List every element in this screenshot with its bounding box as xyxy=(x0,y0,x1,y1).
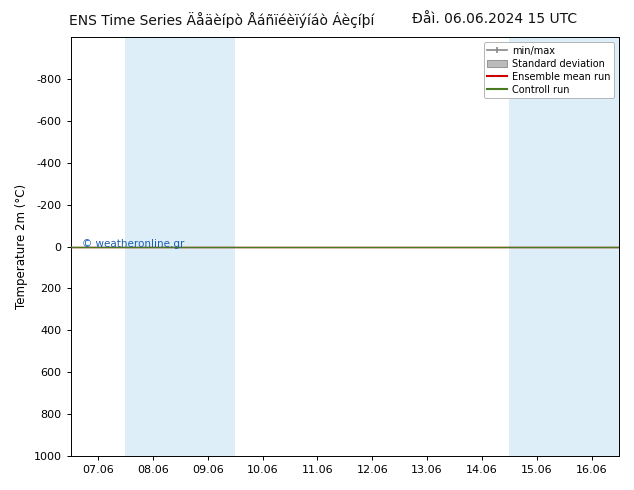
Text: © weatheronline.gr: © weatheronline.gr xyxy=(82,240,184,249)
Y-axis label: Temperature 2m (°C): Temperature 2m (°C) xyxy=(15,184,28,309)
Bar xyxy=(509,37,619,456)
Text: Ðåì. 06.06.2024 15 UTC: Ðåì. 06.06.2024 15 UTC xyxy=(412,12,577,26)
Text: ENS Time Series Äåäèípò Åáñïéèïýíáò Áèçíþí: ENS Time Series Äåäèípò Åáñïéèïýíáò Áèçí… xyxy=(69,12,375,28)
Bar xyxy=(126,37,235,456)
Legend: min/max, Standard deviation, Ensemble mean run, Controll run: min/max, Standard deviation, Ensemble me… xyxy=(484,42,614,98)
